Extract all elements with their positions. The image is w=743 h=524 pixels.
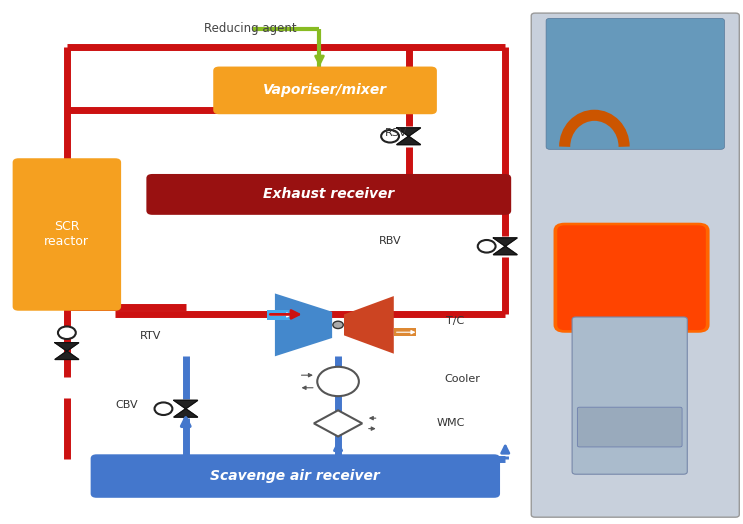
Text: Vaporiser/mixer: Vaporiser/mixer — [263, 83, 387, 97]
Bar — [394, 328, 416, 336]
Circle shape — [317, 367, 359, 396]
Circle shape — [155, 402, 172, 415]
Polygon shape — [275, 293, 332, 356]
FancyBboxPatch shape — [554, 223, 710, 333]
Text: RBV: RBV — [379, 236, 401, 246]
Text: Exhaust receiver: Exhaust receiver — [263, 188, 395, 201]
Bar — [267, 310, 290, 320]
Polygon shape — [174, 400, 198, 417]
Polygon shape — [493, 238, 517, 255]
FancyBboxPatch shape — [546, 18, 724, 149]
FancyBboxPatch shape — [91, 454, 500, 498]
FancyBboxPatch shape — [213, 67, 437, 114]
Text: SCR
reactor: SCR reactor — [45, 221, 89, 248]
FancyBboxPatch shape — [577, 407, 682, 447]
FancyBboxPatch shape — [572, 317, 687, 474]
Text: Scavenge air receiver: Scavenge air receiver — [210, 469, 380, 483]
FancyBboxPatch shape — [565, 236, 698, 320]
FancyBboxPatch shape — [146, 174, 511, 215]
FancyBboxPatch shape — [13, 158, 121, 311]
Circle shape — [333, 321, 343, 329]
FancyBboxPatch shape — [531, 13, 739, 517]
Text: RTV: RTV — [140, 331, 161, 342]
Text: WMC: WMC — [437, 418, 465, 428]
Circle shape — [58, 326, 76, 339]
Text: T/C: T/C — [446, 315, 464, 326]
FancyBboxPatch shape — [557, 225, 706, 330]
Polygon shape — [314, 410, 363, 436]
Polygon shape — [397, 128, 421, 145]
Text: CBV: CBV — [115, 399, 137, 410]
Circle shape — [381, 130, 399, 143]
Text: RSV: RSV — [385, 127, 407, 138]
Polygon shape — [344, 296, 394, 354]
Circle shape — [478, 240, 496, 253]
Text: Cooler: Cooler — [444, 374, 480, 384]
Polygon shape — [55, 343, 79, 359]
FancyBboxPatch shape — [572, 246, 691, 309]
Text: Reducing agent: Reducing agent — [204, 23, 297, 35]
